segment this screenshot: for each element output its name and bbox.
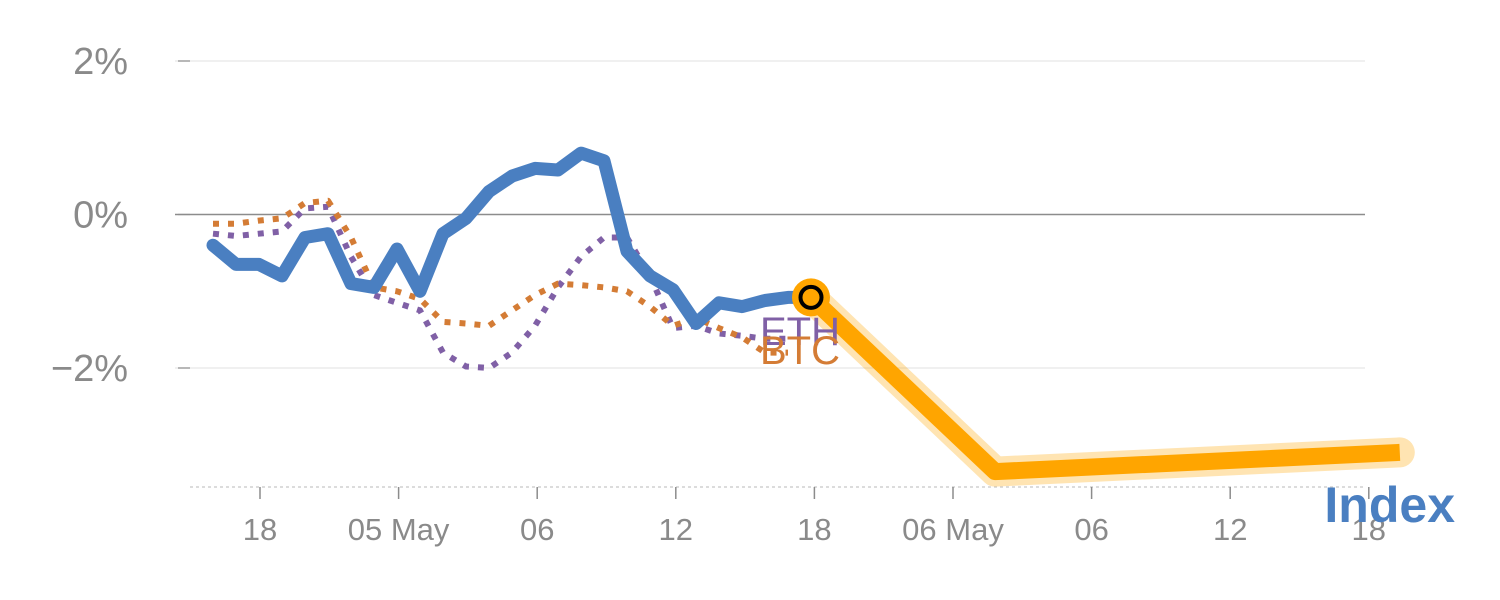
index-series-label: Index xyxy=(1324,477,1455,533)
eth-series-label: ETH xyxy=(760,310,840,354)
x-tick-label: 18 xyxy=(797,512,831,547)
grid xyxy=(175,60,1365,369)
x-tick-label: 18 xyxy=(1352,512,1386,547)
axes: 2% 0% −2% 18 05 May 06 12 18 06 May 06 12 18 xyxy=(51,41,1386,547)
projection-line xyxy=(805,291,1401,481)
y-tick-label: 2% xyxy=(73,41,128,83)
x-tick-label: 18 xyxy=(243,512,277,547)
x-tick-label: 12 xyxy=(659,512,693,547)
btc-series-label: BTC xyxy=(760,329,840,373)
btc-series-line xyxy=(213,197,788,356)
index-series-line xyxy=(206,146,818,330)
x-tick-label: 12 xyxy=(1213,512,1247,547)
eth-series-line xyxy=(212,203,788,371)
series-layer xyxy=(206,146,1415,487)
x-tick-label: 05 May xyxy=(348,512,450,547)
x-tick-label: 06 xyxy=(1074,512,1108,547)
x-tick-label: 06 xyxy=(520,512,554,547)
x-tick-label: 06 May xyxy=(902,512,1004,547)
current-value-marker xyxy=(798,284,824,310)
current-value-marker-outer xyxy=(792,278,830,317)
y-tick-label: 0% xyxy=(73,195,128,237)
y-tick-label: −2% xyxy=(51,348,128,390)
